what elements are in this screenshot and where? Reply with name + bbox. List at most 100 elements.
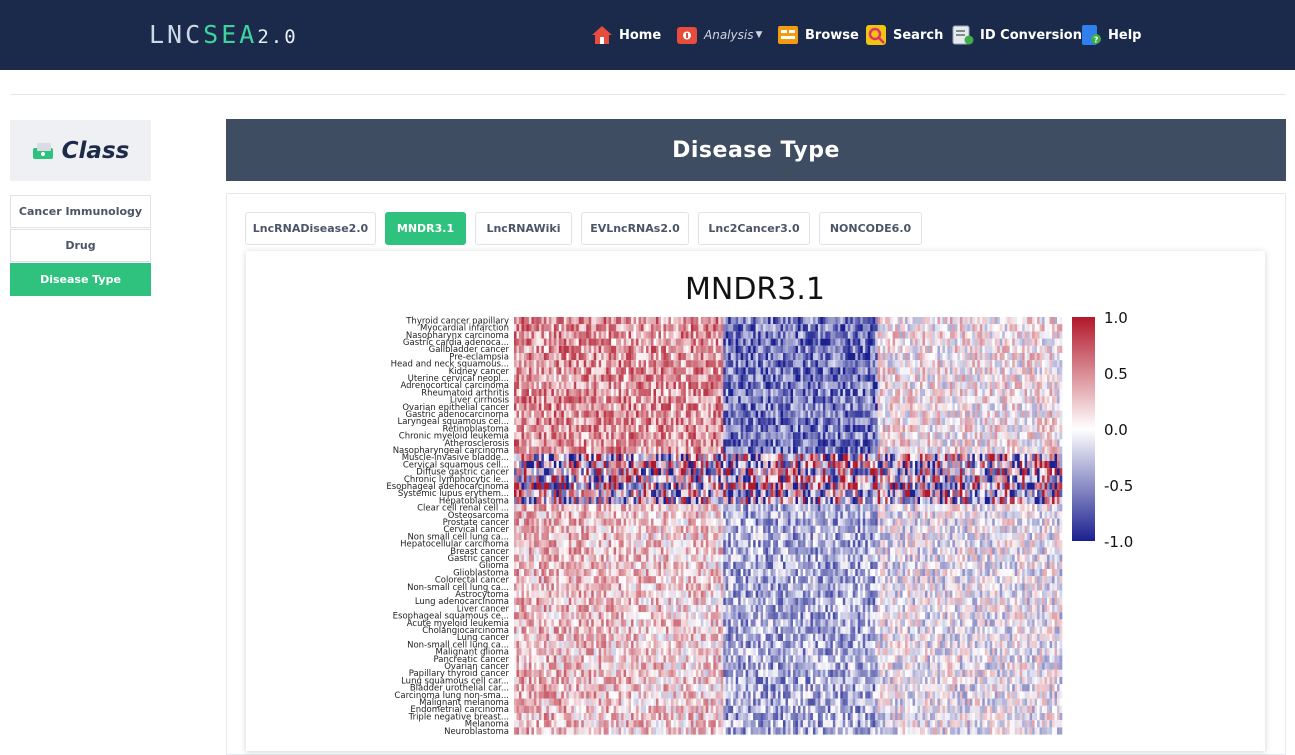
search-icon [865, 24, 887, 46]
heatmap-cell [533, 389, 537, 397]
heatmap-cell [785, 338, 789, 346]
heatmap-cell [680, 353, 684, 361]
heatmap-cell [633, 374, 637, 382]
heatmap-cell [523, 396, 527, 404]
heatmap-cell [753, 381, 756, 389]
heatmap-cell [1039, 389, 1043, 397]
heatmap-cell [982, 367, 986, 375]
nav-browse[interactable]: Browse [777, 22, 859, 48]
heatmap-cell [758, 461, 761, 469]
heatmap-cell [523, 468, 527, 476]
heatmap-cell [573, 396, 577, 404]
heatmap-cell [616, 446, 619, 454]
heatmap-cell [1012, 345, 1015, 353]
heatmap-cell [608, 367, 612, 375]
heatmap-cell [765, 425, 769, 433]
tab-lncrnadisease[interactable]: LncRNADisease2.0 [245, 212, 376, 245]
heatmap-cell [847, 446, 851, 454]
heatmap-cell [954, 381, 958, 389]
heatmap-cell [718, 446, 722, 454]
heatmap-cell [646, 432, 649, 440]
heatmap-cell [538, 403, 542, 411]
sidebar-item-drug[interactable]: Drug [10, 229, 151, 262]
heatmap-cell [618, 439, 622, 447]
site-logo[interactable]: LNCSEA2.0 [149, 20, 298, 49]
heatmap-cell [812, 475, 816, 483]
heatmap-cell [1059, 432, 1063, 440]
heatmap-cell [675, 367, 679, 375]
heatmap-cell [837, 374, 841, 382]
heatmap-cell [553, 425, 557, 433]
sidebar-item-cancer-immunology[interactable]: Cancer Immunology [10, 195, 151, 228]
heatmap-cell [1049, 367, 1053, 375]
heatmap-cell [773, 381, 776, 389]
heatmap-cell [870, 367, 873, 375]
heatmap-cell [723, 338, 727, 346]
heatmap-cell [648, 446, 652, 454]
nav-help[interactable]: ? Help [1080, 22, 1141, 48]
heatmap-cell [593, 338, 597, 346]
heatmap-cell [915, 324, 918, 332]
heatmap-cell [780, 331, 784, 339]
heatmap-cell [932, 331, 936, 339]
heatmap-cell [713, 439, 717, 447]
heatmap-cell [705, 345, 709, 353]
heatmap-cell [842, 410, 846, 418]
nav-home[interactable]: Home [591, 22, 661, 48]
heatmap-cell [623, 403, 627, 411]
tab-evlncrnas[interactable]: EVLncRNAs2.0 [581, 212, 689, 245]
heatmap-cell [820, 324, 824, 332]
heatmap-cell [660, 324, 664, 332]
heatmap-cell [880, 410, 883, 418]
heatmap-cell [1014, 461, 1018, 469]
heatmap-cell [910, 403, 913, 411]
heatmap-cell [847, 324, 851, 332]
nav-analysis[interactable]: Analysis ▼ [676, 22, 762, 48]
heatmap-cell [937, 353, 941, 361]
heatmap-cell [937, 360, 941, 368]
heatmap-cell [837, 446, 841, 454]
heatmap-cell [892, 432, 896, 440]
heatmap-cell [840, 396, 844, 404]
tab-lnc2cancer[interactable]: Lnc2Cancer3.0 [698, 212, 810, 245]
heatmap-cell [942, 331, 946, 339]
heatmap-cell [852, 425, 856, 433]
heatmap-cell [1049, 331, 1053, 339]
heatmap-cell [1042, 432, 1045, 440]
heatmap-cell [939, 446, 943, 454]
heatmap-cell [979, 461, 983, 469]
heatmap-cell [651, 432, 654, 440]
heatmap-cell [947, 367, 951, 375]
heatmap-cell [982, 338, 986, 346]
heatmap-cell [621, 381, 624, 389]
heatmap-cell [561, 338, 565, 346]
tab-lncrnawiki[interactable]: LncRNAWiki [475, 212, 572, 245]
heatmap-cell [1004, 374, 1008, 382]
heatmap-cell [820, 410, 824, 418]
heatmap-cell [546, 317, 550, 325]
sidebar-item-disease-type[interactable]: Disease Type [10, 263, 151, 296]
heatmap-cell [601, 417, 604, 425]
heatmap-cell [675, 381, 679, 389]
heatmap-cell [815, 374, 819, 382]
tab-noncode[interactable]: NONCODE6.0 [819, 212, 922, 245]
heatmap-cell [720, 461, 724, 469]
heatmap-cell [890, 425, 893, 433]
heatmap-cell [920, 403, 923, 411]
nav-search[interactable]: Search [865, 22, 943, 48]
heatmap-cell [837, 317, 841, 325]
heatmap-cell [802, 410, 806, 418]
heatmap-cell [673, 345, 677, 353]
heatmap-cell [1029, 353, 1033, 361]
heatmap-cell [959, 345, 963, 353]
heatmap-cell [526, 446, 530, 454]
heatmap-cell [680, 317, 684, 325]
heatmap-cell [700, 446, 704, 454]
heatmap-cell [636, 324, 639, 332]
nav-id-conversion[interactable]: ID Conversion [952, 22, 1082, 48]
heatmap-cell [947, 417, 951, 425]
tab-mndr[interactable]: MNDR3.1 [385, 212, 466, 245]
heatmap-cell [586, 367, 590, 375]
heatmap-cell [673, 403, 677, 411]
heatmap-cell [608, 425, 612, 433]
